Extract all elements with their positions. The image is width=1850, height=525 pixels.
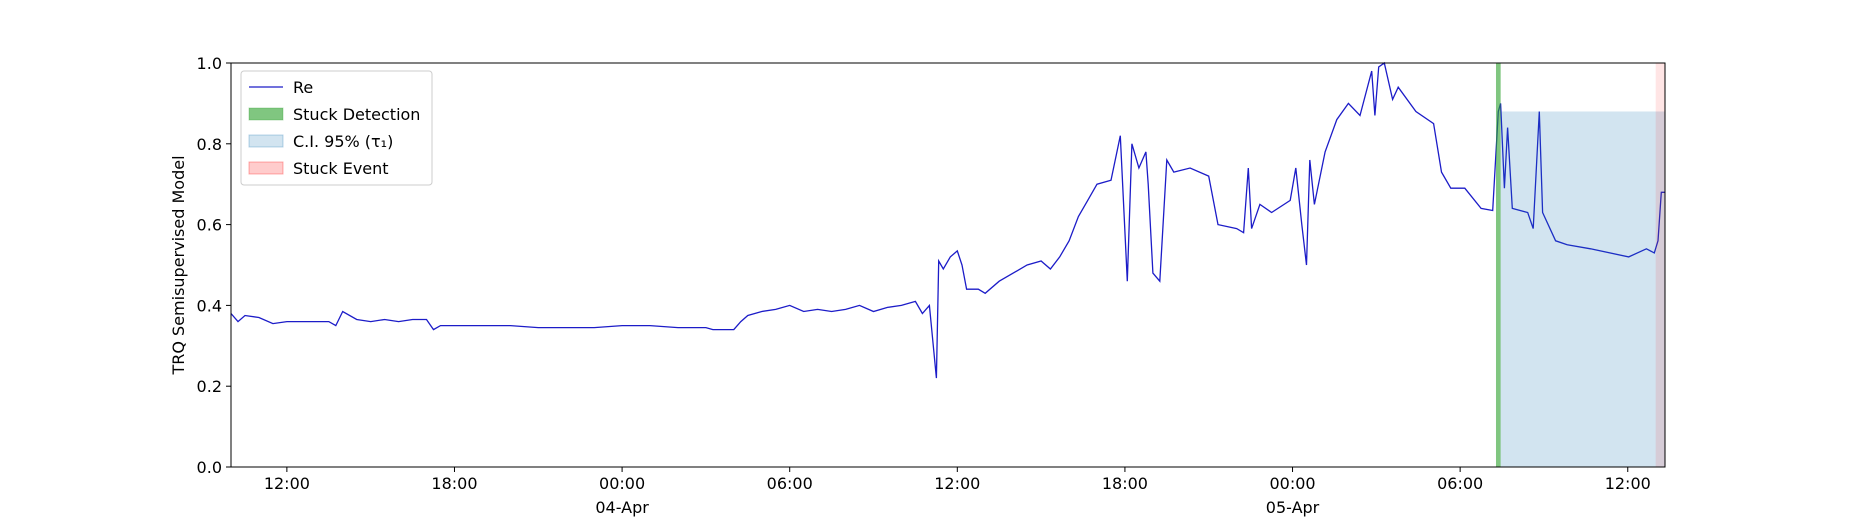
legend-label: Stuck Detection [293, 105, 420, 124]
y-tick-label: 0.0 [197, 458, 222, 477]
legend-label: Stuck Event [293, 159, 389, 178]
x-tick-label-line: 12:00 [1605, 474, 1651, 493]
legend-patch [248, 161, 284, 175]
legend-patch [248, 134, 284, 148]
x-tick-label-line: 06:00 [767, 474, 813, 493]
x-tick-label: 00:00 04-Apr 1900 [595, 474, 649, 525]
x-tick-label-line: 04-Apr [595, 498, 649, 517]
x-tick-label: 18:00 [1102, 474, 1148, 493]
x-tick-label-line: 00:00 [599, 474, 645, 493]
y-tick-label: 0.4 [197, 296, 222, 315]
legend-box [240, 70, 433, 186]
x-tick-label: 18:00 [431, 474, 477, 493]
x-tick-label-line: 05-Apr [1266, 498, 1320, 517]
x-tick-label: 06:00 [767, 474, 813, 493]
x-tick-label: 12:00 [1605, 474, 1651, 493]
x-tick-label-line: 18:00 [1102, 474, 1148, 493]
x-tick-label-line: 00:00 [1269, 474, 1315, 493]
y-tick-label: 0.8 [197, 135, 222, 154]
x-tick-label-line: 18:00 [431, 474, 477, 493]
y-tick-label: 0.2 [197, 377, 222, 396]
x-tick-label: 12:00 [934, 474, 980, 493]
plot-frame [230, 62, 1666, 468]
x-tick-label: 06:00 [1437, 474, 1483, 493]
legend-patch [248, 107, 284, 121]
y-tick-label: 0.6 [197, 216, 222, 235]
y-tick-label: 1.0 [197, 54, 222, 73]
x-tick-label: 12:00 [264, 474, 310, 493]
x-tick-label-line: 1900 [602, 522, 643, 525]
x-tick-label-line: 06:00 [1437, 474, 1483, 493]
span [1495, 63, 1501, 467]
span [1500, 111, 1665, 467]
data-line [230, 61, 1665, 379]
x-tick-label: 00:00 05-Apr [1266, 474, 1320, 517]
x-tick-label-line: 12:00 [264, 474, 310, 493]
legend-label: C.I. 95% (τ₁) [293, 132, 393, 151]
y-axis-label: TRQ Semisupervised Model [169, 155, 188, 375]
span [1655, 63, 1665, 467]
x-tick-label-line: 12:00 [934, 474, 980, 493]
legend-label: Re [293, 78, 313, 97]
